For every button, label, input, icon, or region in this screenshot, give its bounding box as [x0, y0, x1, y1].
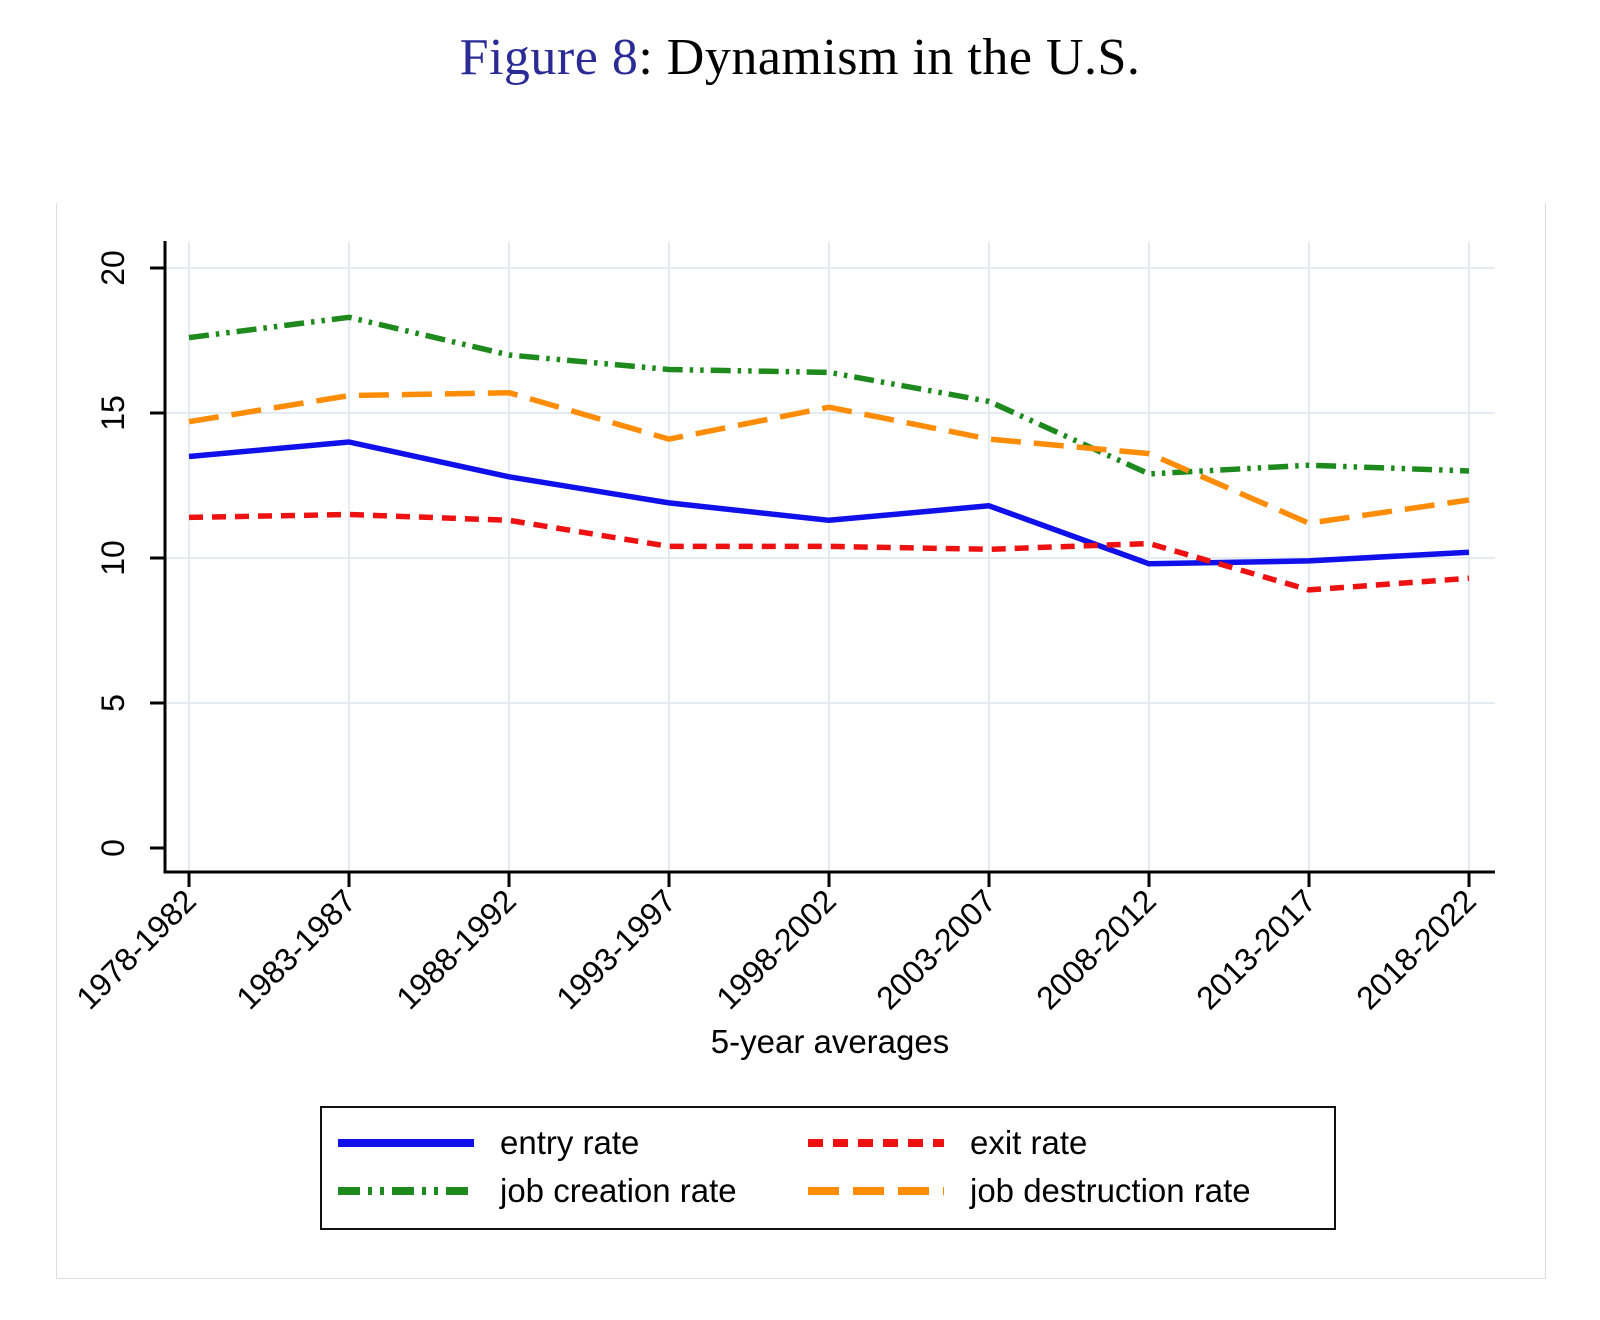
x-axis-title: 5-year averages [711, 1023, 949, 1060]
legend-sample-exit-rate [808, 1139, 944, 1147]
x-axis-tick-label: 1978-1982 [69, 882, 203, 1016]
figure-title: Figure 8: Dynamism in the U.S. [0, 28, 1600, 87]
series-layer [188, 314, 1470, 593]
legend-item-job-destruction-rate: job destruction rate [806, 1172, 1324, 1210]
axis-layer: 0 5 10 15 20 1978-1982 1983-1987 1988-1992 1993-… [69, 241, 1495, 1016]
legend-item-job-creation-rate: job creation rate [336, 1172, 806, 1210]
y-axis-tick-label: 5 [95, 694, 131, 712]
legend-sample-job-destruction-rate [808, 1187, 944, 1195]
legend-sample-job-creation-rate [338, 1187, 474, 1195]
x-axis-tick-label: 1988-1992 [389, 882, 523, 1016]
x-axis-tick-label: 1983-1987 [229, 882, 363, 1016]
legend-label: entry rate [500, 1124, 640, 1161]
series-line-entry-rate [188, 439, 1470, 567]
x-axis-tick-label: 2008-2012 [1029, 882, 1163, 1016]
legend-item-entry-rate: entry rate [336, 1124, 806, 1162]
legend-label: job destruction rate [970, 1172, 1251, 1209]
y-axis-tick-label: 0 [95, 839, 131, 857]
series-line-job-destruction-rate [188, 389, 1470, 526]
series-line-exit-rate [188, 511, 1470, 593]
figure-title-text: : Dynamism in the U.S. [638, 29, 1141, 86]
x-axis-tick-label: 2003-2007 [869, 882, 1003, 1016]
y-axis-tick-label: 10 [95, 540, 131, 576]
legend-label: exit rate [970, 1124, 1088, 1161]
x-axis-tick-label: 1998-2002 [709, 882, 843, 1016]
y-axis-tick-label: 20 [95, 250, 131, 286]
x-axis-tick-label: 2013-2017 [1189, 882, 1323, 1016]
x-axis-tick-label: 1993-1997 [549, 882, 683, 1016]
legend-sample-entry-rate [338, 1139, 474, 1147]
figure-number: Figure 8 [459, 29, 639, 86]
y-axis-tick-label: 15 [95, 395, 131, 431]
figure-card [56, 203, 1546, 1279]
x-axis-tick-label: 2018-2022 [1349, 882, 1483, 1016]
grid-layer [165, 242, 1495, 872]
legend-item-exit-rate: exit rate [806, 1124, 1324, 1162]
legend-label: job creation rate [500, 1172, 737, 1209]
legend: entry rate exit rate job creation rate job … [320, 1106, 1336, 1230]
